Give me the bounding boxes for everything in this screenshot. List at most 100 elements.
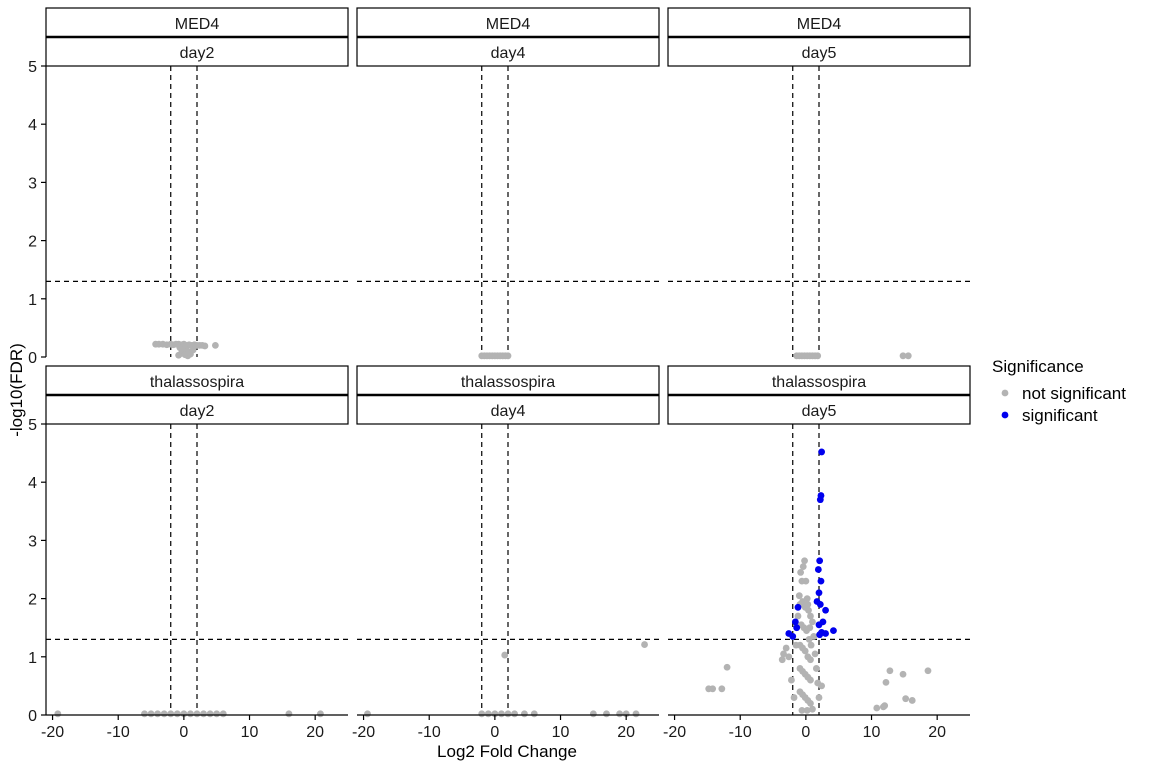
point-not-significant [803,706,811,714]
x-tick-label: 10 [552,724,570,741]
strip-label-day: day5 [802,45,837,62]
point-not-significant [801,647,809,655]
point-not-significant [873,704,881,712]
point-not-significant [141,710,148,718]
point-significant [815,621,823,629]
point-not-significant [801,557,808,565]
point-significant [816,496,824,504]
y-tick-label: 2 [28,592,37,609]
facet-panel: thalassospira day5 -20 -10 0 10 20 [663,365,971,741]
point-not-significant [189,346,197,354]
point-not-significant [908,697,916,704]
point-not-significant [147,710,155,718]
x-tick-label: 20 [306,724,324,741]
point-not-significant [200,710,207,718]
point-not-significant [193,710,201,718]
x-tick-label: -10 [107,724,130,741]
point-not-significant [484,710,492,718]
point-not-significant [797,569,805,576]
strip-label-day: day4 [491,403,526,420]
point-not-significant [187,710,194,718]
point-not-significant [788,676,795,684]
point-not-significant [167,710,175,718]
point-significant [822,606,829,614]
y-tick-label: 1 [28,650,37,667]
point-not-significant [780,650,787,658]
point-not-significant [818,682,826,690]
point-not-significant [154,710,162,718]
point-significant [789,633,797,640]
point-not-significant [317,710,324,718]
point-not-significant [803,627,810,635]
point-not-significant [881,702,889,710]
point-not-significant [811,650,819,658]
x-tick-label: 20 [617,724,635,741]
point-not-significant [589,710,597,718]
point-not-significant [882,679,890,686]
point-not-significant [902,695,910,703]
x-tick-label: -10 [729,724,752,741]
point-not-significant [807,656,814,664]
point-not-significant [807,641,815,649]
point-not-significant [814,352,822,360]
point-not-significant [790,694,798,701]
point-significant [791,618,799,626]
point-not-significant [723,663,731,671]
point-not-significant [504,710,512,718]
legend: Significance not significant significant [992,357,1126,425]
point-not-significant [804,601,812,608]
legend-label: not significant [1022,384,1126,403]
point-not-significant [809,618,816,626]
strip-label-strain: MED4 [797,16,842,33]
point-significant [794,603,802,611]
point-not-significant [924,667,932,675]
facet-panel: MED4 day2 0 1 2 3 4 5 [28,7,349,367]
point-significant [830,627,837,635]
point-significant [817,577,825,585]
x-tick-label: -20 [352,724,375,741]
point-not-significant [616,710,624,718]
point-not-significant [798,706,806,714]
point-not-significant [807,699,814,707]
point-not-significant [206,710,214,718]
legend-label: significant [1022,406,1098,425]
point-significant [822,630,829,637]
y-tick-label: 3 [28,533,37,550]
point-significant [816,557,824,565]
point-not-significant [511,710,518,718]
x-tick-label: -20 [663,724,686,741]
point-not-significant [173,710,181,718]
point-not-significant [899,352,907,360]
point-not-significant [498,710,505,718]
strip-label-strain: MED4 [175,16,220,33]
y-tick-label: 4 [28,475,37,492]
point-not-significant [794,612,802,620]
point-not-significant [799,563,807,570]
y-tick-label: 0 [28,350,37,367]
strip-label-strain: MED4 [486,16,531,33]
legend-key [1001,411,1009,419]
y-axis-title: -log10(FDR) [7,343,26,437]
point-significant [816,631,824,639]
point-not-significant [504,352,512,360]
facet-panel: MED4 day4 [356,7,660,360]
x-tick-label: 10 [241,724,259,741]
point-not-significant [641,641,648,648]
facet-panel: MED4 day5 [667,7,971,360]
point-significant [793,624,801,632]
strip-label-day: day2 [180,403,215,420]
point-not-significant [160,710,168,718]
point-not-significant [501,651,509,659]
point-not-significant [805,635,813,643]
y-tick-label: 2 [28,234,37,251]
point-significant [816,601,824,608]
point-not-significant [213,710,221,718]
point-significant [815,589,823,597]
point-not-significant [718,685,726,693]
x-axis-title: Log2 Fold Change [437,742,577,761]
x-tick-label: -20 [41,724,64,741]
y-tick-label: 5 [28,417,37,434]
facet-panel: thalassospira day4 -20 -10 0 10 20 [352,365,660,741]
y-tick-label: 0 [28,708,37,725]
